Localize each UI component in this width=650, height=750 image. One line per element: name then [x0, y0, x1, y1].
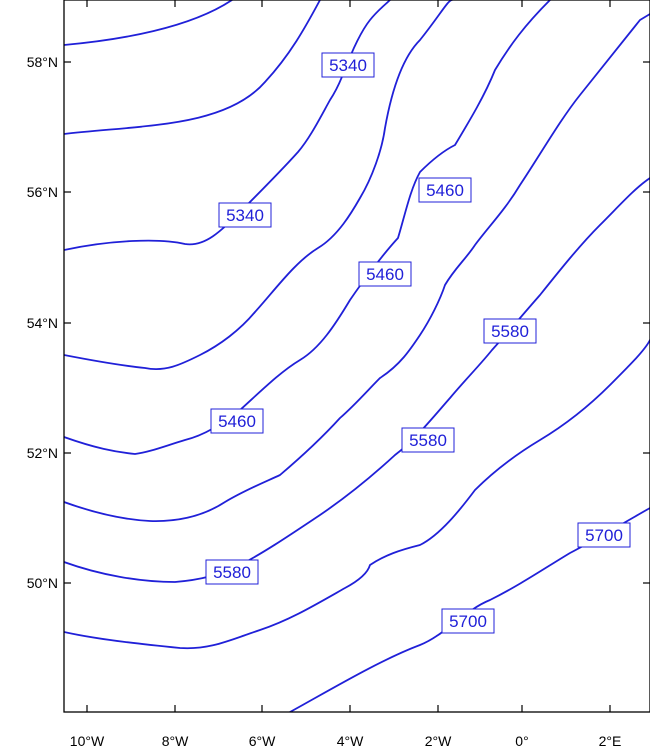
- contour-lines: [64, 0, 650, 712]
- contour-label: 5580: [491, 322, 529, 341]
- contour-line: [64, 0, 391, 251]
- contour-label-box: [358, 261, 412, 287]
- contour-label-box: [483, 318, 537, 344]
- contour-label: 5460: [426, 181, 464, 200]
- contour-label: 5580: [409, 431, 447, 450]
- contour-label-box: [401, 427, 455, 453]
- contour-label-box: [577, 522, 631, 548]
- x-tick-label: 6°W: [249, 733, 276, 749]
- x-tick-label: 4°W: [337, 733, 364, 749]
- contour-line: [64, 0, 233, 46]
- contour-line: [64, 13, 650, 522]
- contour-label: 5340: [226, 206, 264, 225]
- contour-label: 5460: [218, 412, 256, 431]
- contour-line: [64, 0, 551, 455]
- contour-label-box: [321, 52, 375, 78]
- y-tick-label: 54°N: [27, 315, 58, 331]
- contour-label: 5700: [449, 612, 487, 631]
- contour-label: 5460: [366, 265, 404, 284]
- y-tick-label: 58°N: [27, 54, 58, 70]
- contour-label: 5700: [585, 526, 623, 545]
- contour-line: [64, 0, 453, 370]
- contour-line: [64, 0, 321, 135]
- x-tick-label: 10°W: [70, 733, 105, 749]
- y-tick-label: 50°N: [27, 575, 58, 591]
- contour-label-box: [218, 202, 272, 228]
- x-tick-label: 0°: [515, 733, 528, 749]
- x-tick-label: 2°E: [599, 733, 622, 749]
- contour-label: 5580: [213, 563, 251, 582]
- y-axis: 58°N 56°N 54°N 52°N 50°N: [27, 54, 650, 591]
- y-tick-label: 56°N: [27, 184, 58, 200]
- plot-frame: [63, 0, 650, 713]
- x-tick-label: 2°W: [425, 733, 452, 749]
- contour-label-box: [205, 559, 259, 585]
- x-axis: 10°W 8°W 6°W 4°W 2°W 0° 2°E: [70, 0, 622, 749]
- contour-label: 5340: [329, 56, 367, 75]
- y-tick-label: 52°N: [27, 445, 58, 461]
- x-tick-label: 8°W: [162, 733, 189, 749]
- contour-labels: 5340 5340 5460 5460 5460 5580 5580 5580 5700 5700: [205, 52, 631, 634]
- contour-label-box: [418, 177, 472, 203]
- contour-line: [64, 339, 650, 650]
- contour-label-box: [210, 408, 264, 434]
- contour-label-box: [441, 608, 495, 634]
